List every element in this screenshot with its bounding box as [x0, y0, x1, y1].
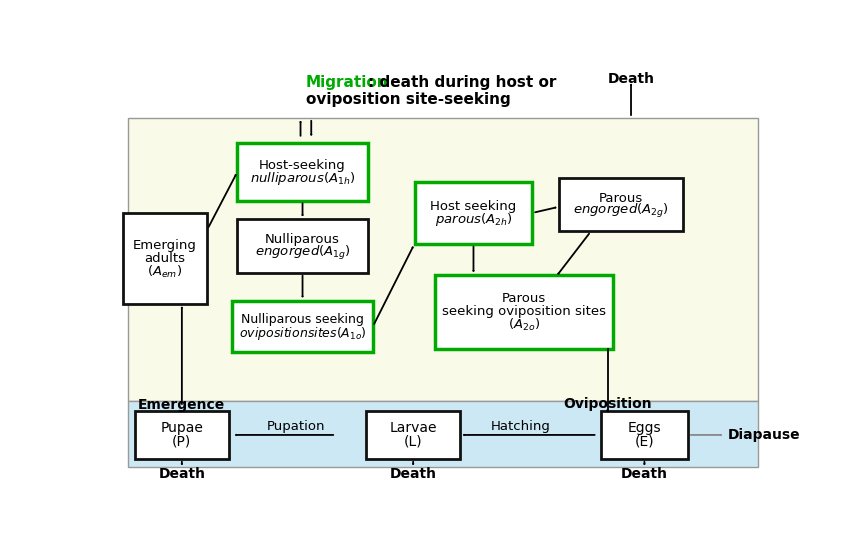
Text: $engorged (A_{2g})$: $engorged (A_{2g})$ — [573, 202, 669, 220]
Text: Death: Death — [389, 467, 437, 481]
Text: Oviposition: Oviposition — [563, 397, 652, 411]
FancyBboxPatch shape — [237, 219, 368, 273]
Text: Eggs: Eggs — [628, 421, 661, 435]
Text: $(A_{2o})$: $(A_{2o})$ — [508, 317, 540, 333]
FancyBboxPatch shape — [135, 411, 228, 459]
Text: (E): (E) — [635, 435, 654, 449]
FancyBboxPatch shape — [559, 178, 683, 232]
Text: Pupation: Pupation — [266, 420, 325, 433]
FancyBboxPatch shape — [415, 182, 532, 244]
Text: Host seeking: Host seeking — [431, 200, 516, 213]
FancyBboxPatch shape — [232, 301, 373, 352]
FancyBboxPatch shape — [123, 213, 207, 304]
Text: Emerging: Emerging — [133, 239, 197, 251]
Text: Parous: Parous — [599, 191, 643, 205]
Text: $parous (A_{2h})$: $parous (A_{2h})$ — [434, 211, 512, 228]
Text: Death: Death — [158, 467, 205, 481]
Text: $oviposition sites (A_{1o})$: $oviposition sites (A_{1o})$ — [239, 324, 367, 341]
FancyBboxPatch shape — [435, 275, 612, 349]
Text: $nulliparous (A_{1h})$: $nulliparous (A_{1h})$ — [250, 170, 356, 187]
Text: Pupae: Pupae — [160, 421, 203, 435]
Text: Death: Death — [607, 72, 655, 86]
FancyBboxPatch shape — [128, 118, 759, 401]
Text: Migration: Migration — [306, 76, 388, 91]
Text: Emergence: Emergence — [138, 398, 226, 412]
Text: oviposition site-seeking: oviposition site-seeking — [306, 92, 510, 107]
Text: $engorged (A_{1g})$: $engorged (A_{1g})$ — [254, 243, 350, 262]
Text: Hatching: Hatching — [490, 420, 550, 433]
Text: $(A_{em})$: $(A_{em})$ — [147, 264, 183, 280]
Text: Parous: Parous — [502, 292, 546, 305]
FancyBboxPatch shape — [601, 411, 688, 459]
Text: Host-seeking: Host-seeking — [260, 159, 346, 172]
Text: Nulliparous: Nulliparous — [265, 233, 340, 246]
FancyBboxPatch shape — [366, 411, 460, 459]
Text: Larvae: Larvae — [389, 421, 437, 435]
FancyBboxPatch shape — [237, 143, 368, 200]
Text: (L): (L) — [404, 435, 422, 449]
Text: : death during host or: : death during host or — [368, 76, 556, 91]
Text: Death: Death — [621, 467, 668, 481]
Text: Diapause: Diapause — [728, 428, 801, 442]
FancyBboxPatch shape — [128, 401, 759, 467]
Text: adults: adults — [144, 252, 186, 265]
Text: seeking oviposition sites: seeking oviposition sites — [442, 306, 606, 318]
Text: Nulliparous seeking: Nulliparous seeking — [241, 314, 364, 326]
Text: (P): (P) — [172, 435, 191, 449]
